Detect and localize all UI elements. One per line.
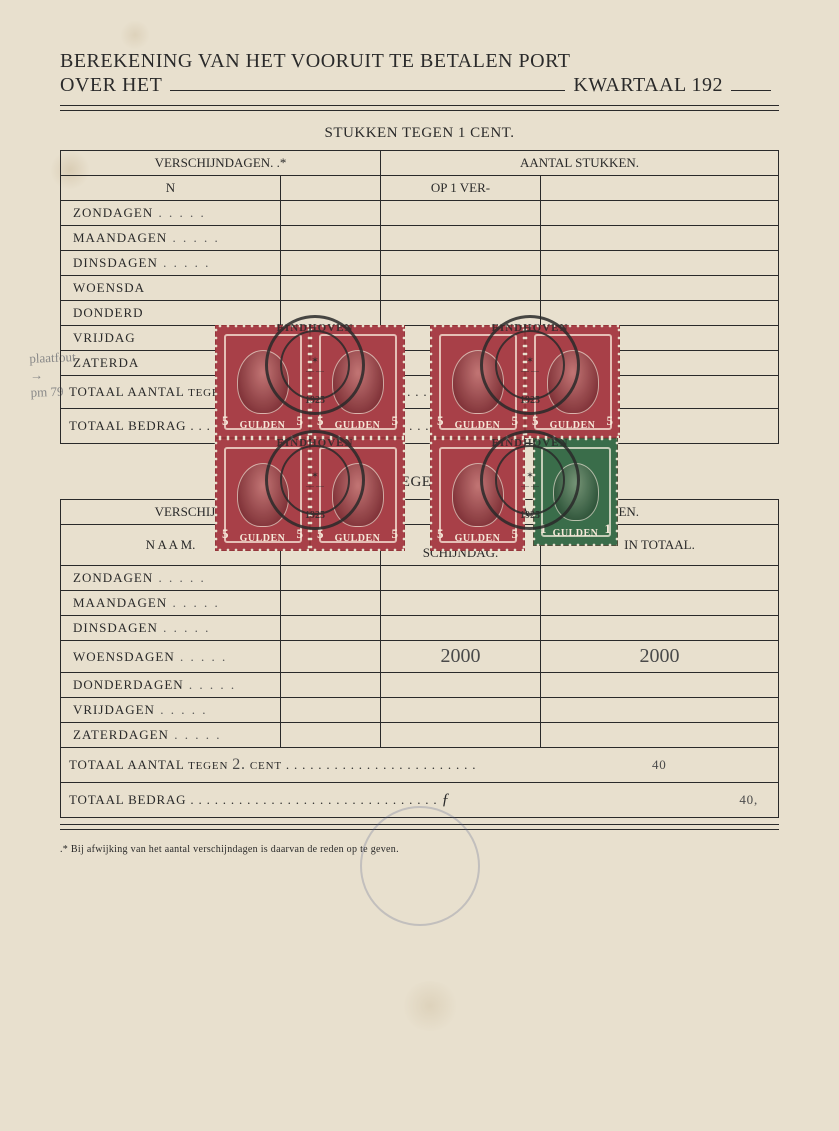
col-op1: OP 1 VER- xyxy=(381,176,541,201)
total-bedrag-value: 40, xyxy=(541,783,779,818)
day-label: DONDERD xyxy=(61,301,281,326)
postmark: EINDHOVEN ✶— — 1925 xyxy=(265,315,365,415)
stamps-block: 5 5 GULDEN 5 5 GULDEN 5 5 GULDEN 5 5 GUL… xyxy=(215,325,675,555)
faint-postmark xyxy=(360,806,480,926)
table-row: WOENSDA xyxy=(61,276,779,301)
day-label: DINSDAGEN xyxy=(61,251,281,276)
title-line1: BEREKENING VAN HET VOORUIT TE BETALEN PO… xyxy=(60,50,570,73)
postmark: EINDHOVEN ✶— — 1925 xyxy=(265,430,365,530)
col-intotaal-blank xyxy=(541,176,779,201)
total-aantal-label: TOTAAL AANTAL xyxy=(69,384,184,399)
document-title: BEREKENING VAN HET VOORUIT TE BETALEN PO… xyxy=(60,50,779,97)
total-aantal-value: 2. xyxy=(232,756,246,773)
table-row: DONDERDAGEN xyxy=(61,673,779,698)
col-naam: N xyxy=(61,176,281,201)
currency-symbol: ƒ xyxy=(442,791,451,808)
total-aantal-result: 40 xyxy=(541,748,779,783)
total-aantal-label: TOTAAL AANTAL xyxy=(69,757,184,772)
table-row: ZATERDAGEN xyxy=(61,723,779,748)
table-row: DONDERD xyxy=(61,301,779,326)
day-label: DINSDAGEN xyxy=(61,616,281,641)
day-label: ZONDAGEN xyxy=(61,566,281,591)
day-label: ZONDAGEN xyxy=(61,201,281,226)
table-row: DINSDAGEN xyxy=(61,616,779,641)
total-aantal-suffix: CENT xyxy=(250,760,282,772)
table-row: WOENSDAGEN 20002000 xyxy=(61,641,779,673)
postmark: EINDHOVEN ✶— — 1925 xyxy=(480,430,580,530)
section-1: STUKKEN TEGEN 1 CENT. VERSCHIJNDAGEN. .*… xyxy=(60,125,779,444)
title-year-blank xyxy=(731,73,771,91)
title-line2-prefix: OVER HET xyxy=(60,74,162,97)
total-aantal-row: TOTAAL AANTAL TEGEN 2. CENT . . . . . . … xyxy=(61,748,779,783)
day-label: WOENSDA xyxy=(61,276,281,301)
day-label: MAANDAGEN xyxy=(61,591,281,616)
total-bedrag-label: TOTAAL BEDRAG xyxy=(69,792,186,807)
woensdag-op1: 2000 xyxy=(381,641,541,673)
total-bedrag-label: TOTAAL BEDRAG xyxy=(69,418,186,433)
title-blank xyxy=(170,73,565,91)
table-row: ZONDAGEN xyxy=(61,566,779,591)
table-row: MAANDAGEN xyxy=(61,226,779,251)
total-aantal-tegen: TEGEN xyxy=(188,760,228,772)
pencil-line3: pm 79 xyxy=(30,383,63,399)
title-rule xyxy=(60,105,779,111)
col-aantal-blank xyxy=(281,176,381,201)
title-line2-suffix: KWARTAAL 192 xyxy=(573,74,723,97)
col-aantal-stukken: AANTAL STUKKEN. xyxy=(381,151,779,176)
day-label: DONDERDAGEN xyxy=(61,673,281,698)
col-verschijndagen: VERSCHIJNDAGEN. .* xyxy=(61,151,381,176)
day-label: MAANDAGEN xyxy=(61,226,281,251)
table-row: VRIJDAGEN xyxy=(61,698,779,723)
day-label: WOENSDAGEN xyxy=(61,641,281,673)
postmark: EINDHOVEN ✶— — 1925 xyxy=(480,315,580,415)
woensdag-total: 2000 xyxy=(541,641,779,673)
table-row: ZONDAGEN xyxy=(61,201,779,226)
table-row: DINSDAGEN xyxy=(61,251,779,276)
table-row: MAANDAGEN xyxy=(61,591,779,616)
day-label: ZATERDAGEN xyxy=(61,723,281,748)
pencil-line2: → xyxy=(30,367,44,382)
day-label: VRIJDAGEN xyxy=(61,698,281,723)
section1-header: STUKKEN TEGEN 1 CENT. xyxy=(60,125,779,142)
